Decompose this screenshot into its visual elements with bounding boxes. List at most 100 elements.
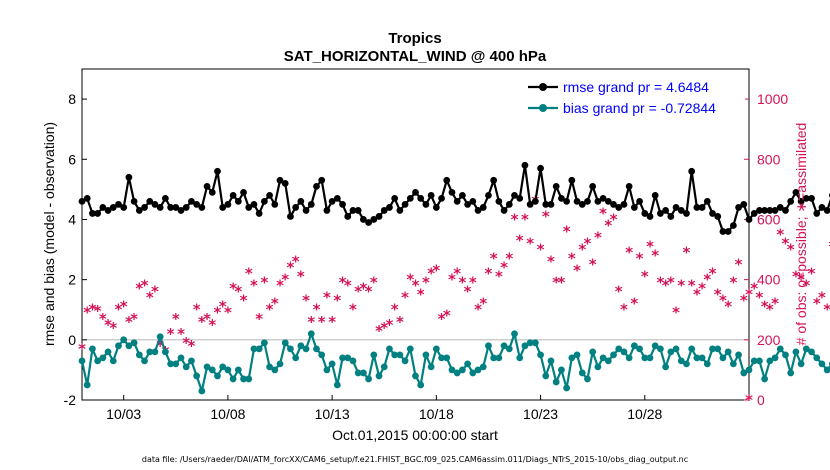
obs-point: * [313, 301, 321, 319]
bias-point [641, 354, 649, 362]
obs-point: * [208, 316, 216, 334]
bias-point [719, 354, 727, 362]
obs-point: * [302, 292, 310, 310]
bias-point [474, 366, 482, 374]
obs-point: * [568, 250, 576, 268]
obs-point: * [109, 319, 117, 337]
bias-point [193, 372, 201, 380]
obs-point: * [349, 301, 357, 319]
bias-point [271, 366, 279, 374]
bias-point [302, 345, 310, 353]
rmse-point [693, 204, 701, 211]
obs-point: * [776, 226, 784, 244]
obs-point: * [651, 247, 659, 265]
bias-point [756, 357, 763, 365]
obs-point: * [234, 283, 242, 301]
bias-point [99, 354, 107, 362]
obs-point: * [557, 274, 565, 292]
bias-point [672, 345, 680, 353]
obs-point: * [573, 262, 581, 280]
bias-point [417, 381, 425, 389]
rmse-point [776, 204, 784, 211]
obs-point: * [120, 298, 128, 316]
obs-point: * [620, 301, 628, 319]
rmse-point [161, 194, 169, 202]
rmse-point [604, 198, 612, 205]
bias-point [563, 384, 571, 392]
obs-point: * [735, 256, 743, 274]
bias-point [740, 369, 748, 377]
bias-point [714, 345, 722, 353]
obs-point: * [453, 265, 461, 283]
rmse-point [667, 213, 675, 220]
rmse-point [245, 204, 253, 211]
bias-point [552, 378, 560, 386]
rmse-point [714, 213, 722, 220]
obs-point: * [641, 268, 649, 286]
obs-point: * [245, 265, 253, 283]
rmse-point [495, 198, 503, 205]
bias-point [427, 363, 435, 371]
bias-point [339, 354, 346, 362]
obs-point: * [333, 292, 341, 310]
bias-point [151, 348, 159, 356]
bias-point [365, 375, 373, 383]
obs-point: * [354, 283, 362, 301]
rmse-point [167, 204, 174, 211]
rmse-point [255, 210, 263, 217]
obs-point: * [271, 295, 279, 313]
rmse-point [182, 204, 190, 211]
obs-point: * [287, 259, 295, 277]
bias-point [537, 351, 544, 359]
rmse-point [240, 188, 247, 196]
rmse-point [438, 194, 445, 202]
rmse-point [709, 210, 716, 217]
bias-point [412, 372, 419, 380]
rmse-point [620, 201, 628, 208]
obs-point: * [146, 289, 154, 307]
obs-point: * [266, 301, 274, 319]
obs-point: * [578, 241, 586, 259]
obs-point: * [490, 250, 498, 268]
obs-point: * [688, 277, 696, 295]
rmse-point [479, 204, 487, 211]
rmse-point [391, 194, 399, 202]
obs-point: * [339, 274, 347, 292]
x-tick-label: 10/23 [523, 406, 558, 422]
obs-point: * [630, 295, 638, 313]
obs-point: * [511, 210, 519, 228]
y-axis-label: rmse and bias (model - observation) [41, 122, 57, 346]
rmse-point [516, 194, 524, 202]
rmse-point [662, 207, 670, 214]
rmse-point [307, 201, 315, 208]
obs-point: * [604, 216, 612, 234]
obs-point: * [276, 277, 284, 295]
rmse-point [474, 207, 482, 214]
bias-point [406, 345, 414, 353]
obs-point: * [370, 274, 378, 292]
y-right-tick-label: 800 [757, 151, 781, 167]
bias-point [500, 342, 508, 350]
bias-point [599, 354, 607, 362]
obs-point: * [526, 235, 534, 253]
obs-point: * [224, 304, 232, 322]
x-tick-label: 10/28 [627, 406, 662, 422]
bias-point [495, 354, 503, 362]
bias-point [469, 369, 477, 377]
rmse-point [578, 201, 586, 208]
obs-point: * [771, 295, 779, 313]
bias-point [485, 342, 492, 350]
bias-point [813, 354, 821, 362]
bias-point [521, 342, 529, 350]
obs-point: * [589, 256, 597, 274]
rmse-point [594, 198, 602, 205]
bias-point [380, 363, 388, 371]
chart-legend: rmse grand pr = 4.6484 bias grand pr = -… [523, 73, 745, 121]
rmse-point [490, 176, 498, 184]
bias-point [313, 345, 320, 353]
bias-point [94, 357, 102, 365]
series-bias [78, 330, 830, 395]
bias-point [505, 345, 513, 353]
obs-point: * [625, 244, 633, 262]
obs-point: * [198, 313, 206, 331]
